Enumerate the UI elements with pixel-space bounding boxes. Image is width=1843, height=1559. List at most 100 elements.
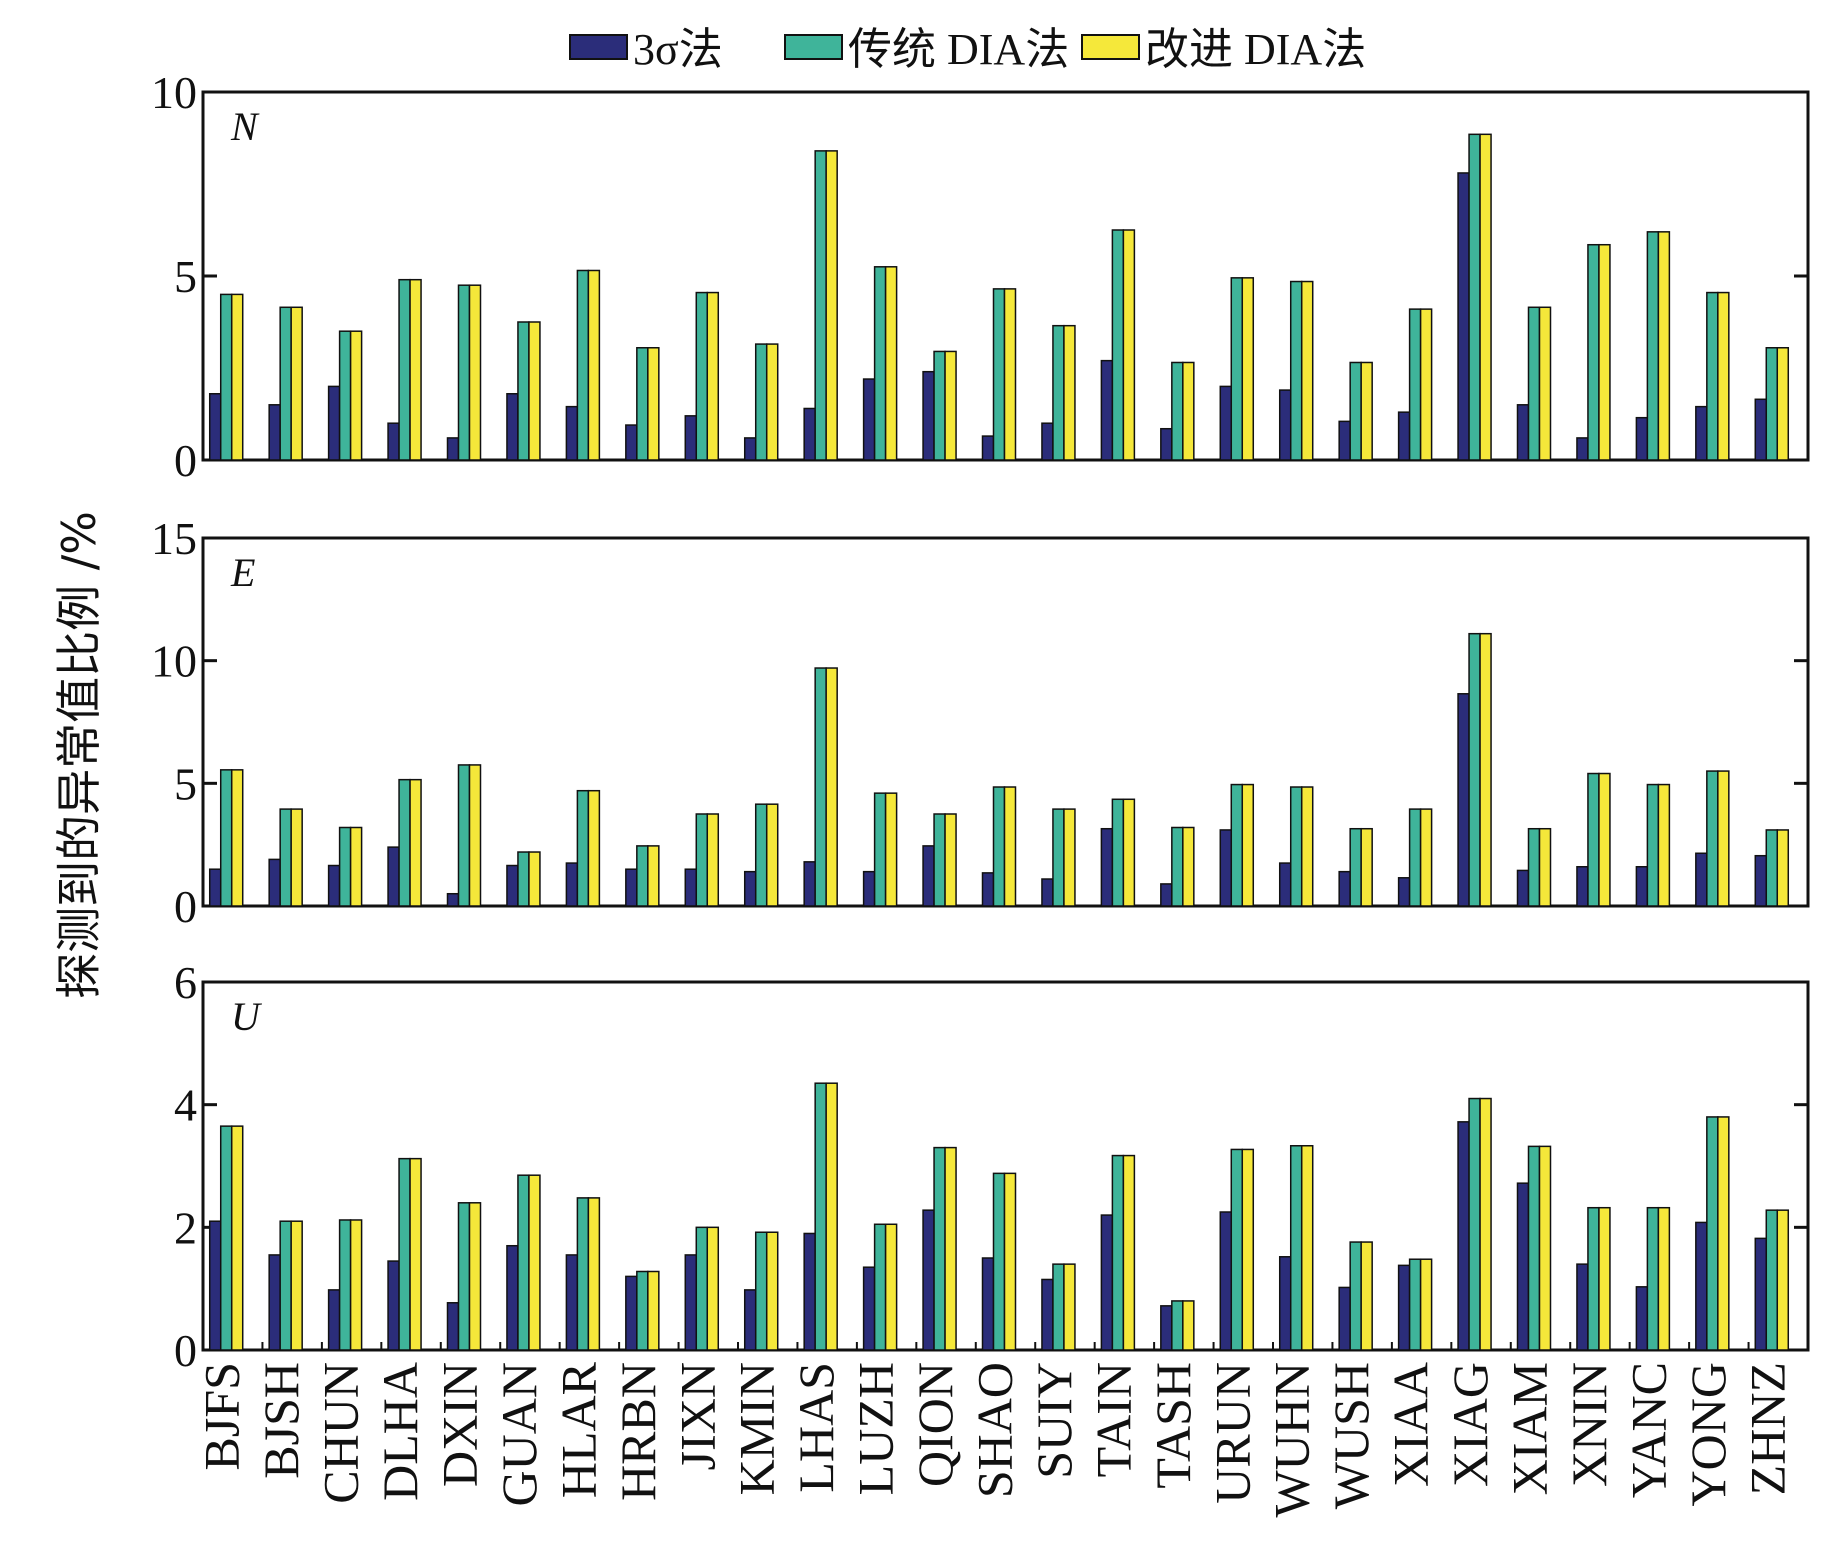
bar-E-TAIN-s0 <box>1100 827 1114 907</box>
bar-U-WUSH-s1 <box>1349 1241 1362 1351</box>
bar-N-HLAR-s2 <box>587 269 601 461</box>
bar-U-HRBN-s1 <box>636 1270 649 1351</box>
bar-N-BJSH-s0 <box>268 404 281 461</box>
bar-N-XIAA-s2 <box>1419 308 1433 461</box>
bar-E-YONG-s1 <box>1706 770 1719 907</box>
legend-label-improved: 改进 DIA法 <box>1145 25 1366 74</box>
bar-N-BJSH-s2 <box>290 306 303 461</box>
bar-U-DXIN-s0 <box>446 1302 460 1351</box>
xtick-label-BJSH: BJSH <box>253 1362 309 1479</box>
bar-U-XIAG-s0 <box>1457 1121 1470 1351</box>
bar-U-YONG-s2 <box>1717 1116 1730 1351</box>
bar-U-LUZH-s0 <box>862 1266 876 1351</box>
xtick-label-DLHA: DLHA <box>372 1362 428 1501</box>
bar-N-GUAN-s0 <box>506 393 519 461</box>
bar-N-XNIN-s1 <box>1587 243 1600 461</box>
bar-U-LUZH-s2 <box>884 1223 898 1351</box>
bar-U-XIAM-s2 <box>1538 1145 1552 1351</box>
bar-E-XIAA-s0 <box>1397 877 1411 907</box>
bar-U-LUZH-s1 <box>873 1223 887 1351</box>
bar-U-KMIN-s2 <box>765 1231 779 1351</box>
bar-E-HLAR-s1 <box>576 789 590 907</box>
bar-E-WUHN-s1 <box>1289 786 1303 907</box>
bar-U-SHAO-s0 <box>981 1257 995 1351</box>
bar-N-SUIY-s1 <box>1052 324 1065 461</box>
bar-U-BJFS-s2 <box>230 1125 244 1351</box>
bar-N-YANC-s0 <box>1635 416 1649 461</box>
xtick-label-KMIN: KMIN <box>729 1362 785 1495</box>
bar-N-DLHA-s2 <box>409 278 422 461</box>
bar-N-BJFS-s1 <box>219 293 233 461</box>
bar-U-DLHA-s0 <box>387 1260 400 1351</box>
bar-U-TASH-s2 <box>1182 1300 1195 1351</box>
bar-E-KMIN-s0 <box>743 870 757 907</box>
ytick-label: 0 <box>174 881 197 932</box>
bar-N-GUAN-s1 <box>517 321 530 461</box>
bar-E-WUSH-s1 <box>1349 827 1362 907</box>
bar-E-CHUN-s1 <box>338 826 352 907</box>
bar-N-XIAA-s0 <box>1397 411 1411 461</box>
bar-N-JIXN-s0 <box>684 415 698 461</box>
xtick-label-BJFS: BJFS <box>194 1362 250 1470</box>
bar-U-TASH-s0 <box>1160 1305 1173 1351</box>
bar-E-WUSH-s2 <box>1360 827 1373 907</box>
bar-U-CHUN-s1 <box>338 1219 352 1351</box>
bar-U-YANC-s1 <box>1646 1206 1660 1351</box>
bar-U-XIAA-s1 <box>1408 1258 1422 1351</box>
xtick-label-XIAA: XIAA <box>1383 1362 1439 1487</box>
bar-E-LHAS-s2 <box>825 667 838 907</box>
bar-E-HRBN-s2 <box>647 845 660 907</box>
legend-swatch-sigma3 <box>569 34 628 60</box>
bar-U-JIXN-s0 <box>684 1254 698 1351</box>
bar-U-GUAN-s1 <box>517 1174 530 1351</box>
bar-N-LHAS-s0 <box>803 407 816 461</box>
xtick-label-QION: QION <box>907 1362 963 1487</box>
bar-E-QION-s0 <box>922 845 935 907</box>
bar-E-KMIN-s2 <box>765 803 779 907</box>
bar-U-HRBN-s0 <box>625 1275 638 1351</box>
bar-N-TASH-s1 <box>1171 361 1184 461</box>
bar-E-HRBN-s1 <box>636 845 649 907</box>
bar-E-KMIN-s1 <box>754 803 768 907</box>
bar-E-XIAA-s2 <box>1419 808 1433 907</box>
bar-U-ZHNZ-s0 <box>1754 1237 1768 1351</box>
bar-E-XNIN-s0 <box>1576 865 1589 907</box>
bar-U-ZHNZ-s1 <box>1765 1209 1779 1351</box>
bar-N-URUN-s0 <box>1219 385 1233 461</box>
bar-E-XIAM-s2 <box>1538 827 1552 907</box>
bar-E-SUIY-s2 <box>1063 808 1076 907</box>
bar-U-WUSH-s2 <box>1360 1241 1373 1351</box>
xtick-label-LHAS: LHAS <box>788 1362 844 1493</box>
bar-U-LHAS-s0 <box>803 1232 816 1351</box>
bar-E-YANC-s0 <box>1635 865 1649 907</box>
xtick-label-SHAO: SHAO <box>967 1362 1023 1498</box>
bar-N-XIAG-s2 <box>1479 133 1492 461</box>
bar-E-TAIN-s2 <box>1122 798 1136 907</box>
bar-U-DLHA-s2 <box>409 1157 422 1351</box>
panel-letter-E: E <box>230 550 255 595</box>
xtick-label-HLAR: HLAR <box>550 1361 606 1498</box>
bar-E-TASH-s1 <box>1171 826 1184 907</box>
bar-E-DXIN-s0 <box>446 892 460 907</box>
bar-E-WUSH-s0 <box>1338 870 1351 907</box>
bar-N-BJFS-s2 <box>230 293 244 461</box>
bar-E-BJSH-s1 <box>279 808 292 907</box>
bar-E-BJFS-s2 <box>230 769 244 907</box>
xtick-label-CHUN: CHUN <box>313 1362 369 1504</box>
bar-E-JIXN-s0 <box>684 868 698 907</box>
bar-U-GUAN-s0 <box>506 1244 519 1351</box>
bar-E-YONG-s0 <box>1695 852 1708 907</box>
ytick-label: 4 <box>174 1080 197 1131</box>
bar-U-WUHN-s1 <box>1289 1145 1303 1351</box>
xtick-label-ZHNZ: ZHNZ <box>1739 1362 1795 1495</box>
bar-N-TAIN-s2 <box>1122 229 1136 461</box>
xtick-label-URUN: URUN <box>1204 1362 1260 1504</box>
bar-N-WUSH-s2 <box>1360 361 1373 461</box>
bar-N-DXIN-s1 <box>457 284 471 461</box>
bar-U-SUIY-s0 <box>1041 1278 1054 1351</box>
bar-U-YANC-s2 <box>1657 1206 1671 1351</box>
xtick-label-YANC: YANC <box>1620 1362 1676 1498</box>
xtick-label-HRBN: HRBN <box>610 1362 666 1501</box>
bar-U-SUIY-s2 <box>1063 1263 1076 1351</box>
